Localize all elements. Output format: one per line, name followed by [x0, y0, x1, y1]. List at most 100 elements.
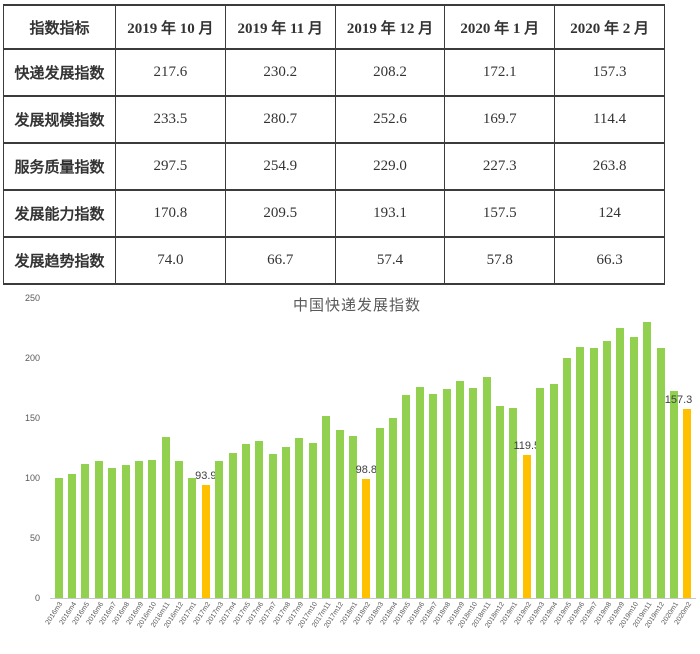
- bar-2016m6: [94, 461, 103, 598]
- bar-slot: 119.5 2019m2: [513, 298, 540, 626]
- bar-2016m10: [148, 460, 157, 598]
- cell-value: 74.0: [115, 236, 226, 285]
- cell-value: 233.5: [115, 95, 226, 144]
- bar-slot: 2016m10: [136, 298, 159, 629]
- bar-slot: 2016m9: [125, 298, 145, 626]
- bar-2017m8: [282, 446, 291, 598]
- bar-2019m3: [536, 388, 545, 598]
- bar-2018m8: [442, 389, 451, 598]
- bar-slot: 93.9 2017m2: [192, 298, 216, 626]
- bar-slot: 2016m5: [72, 298, 92, 626]
- cell-value: 280.7: [224, 95, 336, 144]
- bar-slot: 2017m12: [324, 298, 346, 629]
- bar-2019m1: [509, 408, 518, 598]
- bar-2017m11: [322, 415, 331, 598]
- cell-value: 252.6: [334, 95, 446, 144]
- bar-2019m9: [616, 328, 625, 598]
- month-header: 2020 年 2 月: [554, 4, 665, 50]
- row-label: 发展趋势指数: [3, 236, 116, 285]
- bar-slot: 2019m6: [567, 298, 587, 626]
- bar-slot: 2017m11: [311, 298, 333, 629]
- bar-2019m7: [589, 348, 598, 598]
- row-label: 发展能力指数: [3, 189, 116, 238]
- cell-value: 124: [554, 189, 665, 238]
- bar-2017m4: [228, 452, 237, 598]
- cell-value: 227.3: [444, 142, 556, 191]
- bar-2017m5: [241, 444, 250, 598]
- bar-2016m12: [175, 461, 184, 598]
- bar-2018m12: [496, 406, 505, 598]
- table-row: 发展趋势指数 74.0 66.7 57.4 57.8 66.3: [3, 236, 665, 285]
- bar-2017m6: [255, 440, 264, 598]
- bar-slot: 2018m5: [393, 298, 413, 626]
- bar-2018m10: [469, 388, 478, 598]
- bar-slot: 2016m12: [163, 298, 185, 629]
- bar-slot: 2019m3: [526, 298, 547, 626]
- bar-slot: 2018m3: [366, 298, 386, 626]
- bar-slot: 2017m5: [232, 298, 252, 626]
- month-header: 2020 年 1 月: [444, 4, 556, 50]
- bar-2019m8: [603, 341, 612, 598]
- table-row: 服务质量指数 297.5 254.9 229.0 227.3 263.8: [3, 142, 665, 191]
- bar-slot: 2018m4: [379, 298, 399, 626]
- bar-slot: 2017m3: [205, 298, 226, 626]
- bar-slot: 2019m7: [580, 298, 600, 626]
- bar-slot: 2017m7: [259, 298, 279, 626]
- cell-value: 208.2: [334, 48, 446, 97]
- bar-slot: 2019m4: [540, 298, 560, 626]
- bar-slot: 2017m4: [219, 298, 239, 626]
- cell-value: 66.3: [554, 236, 665, 285]
- row-label: 发展规模指数: [3, 95, 116, 144]
- cell-value: 170.8: [115, 189, 226, 238]
- bar-2019m12: [656, 348, 665, 598]
- y-tick-label: 150: [24, 413, 40, 423]
- bar-slot: 2016m7: [98, 298, 119, 626]
- bar-2017m12: [335, 430, 344, 598]
- bar-slot: 2019m9: [607, 298, 627, 626]
- bar-slot: 2016m3: [45, 298, 65, 626]
- cell-value: 297.5: [115, 142, 226, 191]
- bar-2016m8: [121, 464, 130, 598]
- bar-2017m2: [201, 485, 210, 598]
- bar-slot: 2018m7: [419, 298, 440, 626]
- bar-slot: 157.3 2020m2: [665, 298, 694, 626]
- bar-2017m9: [295, 438, 304, 598]
- bar-2019m11: [643, 321, 652, 598]
- table-row: 发展能力指数 170.8 209.5 193.1 157.5 124: [3, 189, 665, 238]
- bar-slot: 2017m1: [179, 298, 199, 626]
- y-tick-label: 50: [29, 533, 40, 543]
- bar-2016m11: [161, 437, 170, 598]
- row-label: 服务质量指数: [3, 142, 116, 191]
- y-tick-label: 0: [34, 593, 40, 603]
- bar-value-label: 93.9: [195, 470, 217, 483]
- bar-slot: 2016m11: [150, 298, 172, 629]
- bar-2020m2: [683, 409, 692, 598]
- bar-slot: 98.8 2018m2: [353, 298, 377, 626]
- cell-value: 66.7: [224, 236, 336, 285]
- bar-slot: 2017m10: [297, 298, 319, 629]
- month-header: 2019 年 12 月: [334, 4, 446, 50]
- bar-2018m9: [455, 380, 464, 598]
- bar-slot: 2017m6: [246, 298, 266, 626]
- bar-value-label: 98.8: [355, 464, 378, 477]
- bar-2016m7: [108, 468, 117, 598]
- cell-value: 57.4: [334, 236, 446, 285]
- bar-slot: 2018m1: [339, 298, 359, 626]
- index-table: 指数指标 2019 年 10 月 2019 年 11 月 2019 年 12 月 202…: [3, 4, 665, 285]
- bar-2019m5: [562, 358, 571, 598]
- y-tick-label: 200: [24, 353, 40, 363]
- bar-2016m5: [81, 463, 90, 598]
- bar-2018m7: [429, 394, 438, 598]
- bar-value-label: 157.3: [664, 394, 693, 407]
- bar-slot: 2019m11: [632, 298, 654, 629]
- table-row: 快递发展指数 217.6 230.2 208.2 172.1 157.3: [3, 48, 665, 97]
- bar-slot: 2016m4: [58, 298, 78, 626]
- bar-2018m3: [375, 427, 384, 598]
- bar-slot: 2018m9: [446, 298, 466, 626]
- bar-slot: 2019m1: [500, 298, 520, 626]
- bar-slot: 2018m6: [406, 298, 426, 626]
- y-tick-label: 250: [24, 293, 40, 303]
- bar-series: 2016m3 2016m4 2016m5 2016m6 2016m7 2016m8 2016…: [45, 298, 696, 629]
- cell-value: 209.5: [224, 189, 336, 238]
